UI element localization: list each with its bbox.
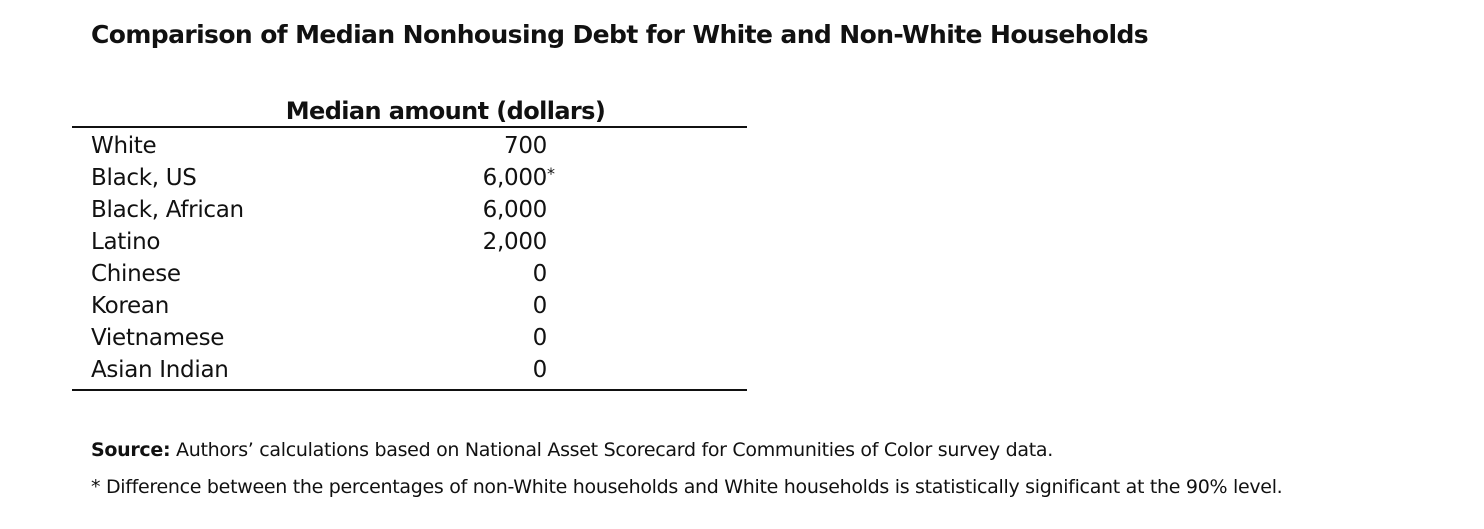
column-header: Median amount (dollars) (72, 94, 747, 128)
significance-footnote: * Difference between the percentages of … (91, 476, 1283, 498)
row-value: 0 (391, 290, 548, 322)
source-note: Source: Authors’ calculations based on N… (91, 432, 1282, 469)
value-text: 0 (532, 357, 548, 383)
row-value: 0 (391, 322, 548, 354)
table-row: Black, US 6,000 * (72, 162, 747, 194)
row-value: 2,000 (391, 226, 548, 258)
source-label: Source: (91, 439, 171, 461)
table-row: Black, African 6,000 (72, 194, 747, 226)
row-label: White (91, 133, 157, 159)
row-label: Vietnamese (91, 325, 225, 351)
value-text: 2,000 (482, 229, 548, 255)
row-label: Black, African (91, 197, 244, 223)
table-notes: Source: Authors’ calculations based on N… (91, 432, 1283, 506)
row-label: Black, US (91, 165, 197, 191)
value-text: 0 (532, 261, 548, 287)
value-text: 6,000 (482, 165, 548, 191)
table-row: White 700 (72, 130, 747, 162)
debt-table: Median amount (dollars) White 700 Black,… (72, 94, 747, 391)
row-value: 6,000 (391, 194, 548, 226)
row-label: Korean (91, 293, 169, 319)
table-row: Asian Indian 0 (72, 354, 747, 386)
value-text: 0 (532, 293, 548, 319)
table-row: Korean 0 (72, 290, 747, 322)
table-row: Chinese 0 (72, 258, 747, 290)
source-text: Authors’ calculations based on National … (170, 439, 1053, 461)
row-label: Asian Indian (91, 357, 229, 383)
row-value: 6,000 * (391, 162, 555, 194)
table-title: Comparison of Median Nonhousing Debt for… (91, 20, 1149, 49)
row-value: 0 (391, 258, 548, 290)
significance-marker: * (547, 164, 555, 183)
table-body: White 700 Black, US 6,000 * Black, Africa… (72, 128, 747, 391)
row-label: Latino (91, 229, 161, 255)
row-value: 700 (391, 130, 547, 162)
value-text: 6,000 (482, 197, 548, 223)
row-value: 0 (391, 354, 548, 386)
value-text: 0 (532, 325, 548, 351)
value-text: 700 (504, 133, 547, 159)
row-label: Chinese (91, 261, 181, 287)
table-row: Latino 2,000 (72, 226, 747, 258)
table-row: Vietnamese 0 (72, 322, 747, 354)
